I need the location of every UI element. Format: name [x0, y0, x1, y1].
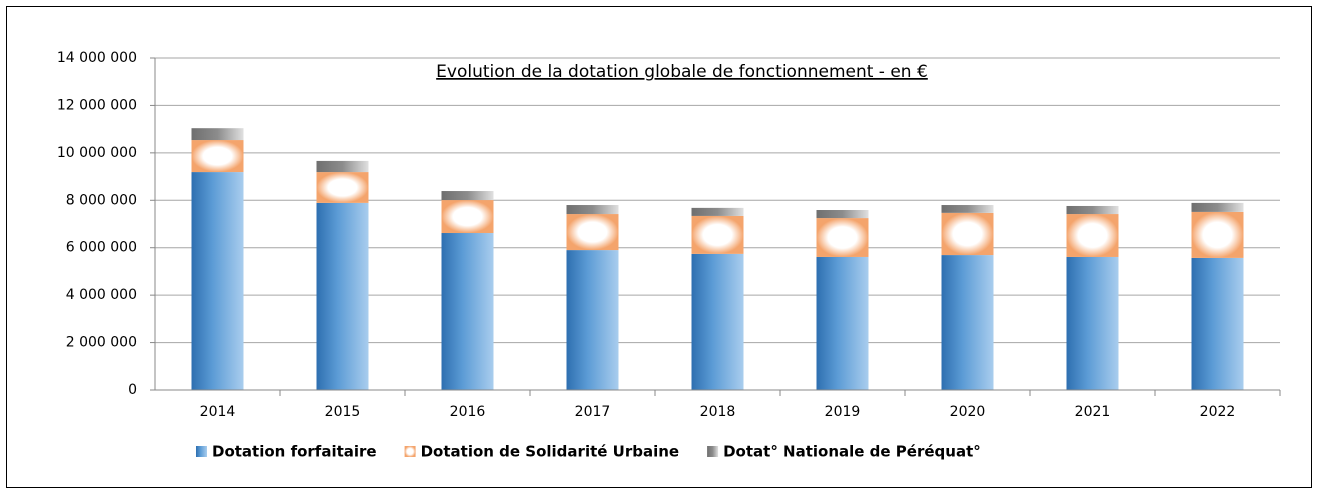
bar-segment — [941, 212, 994, 256]
legend-label: Dotation de Solidarité Urbaine — [421, 443, 680, 461]
x-tick-label: 2018 — [700, 404, 736, 420]
x-tick-label: 2019 — [825, 404, 861, 420]
y-tick-label: 8 000 000 — [66, 192, 137, 208]
bar-segment — [316, 160, 369, 173]
bar-segment — [691, 207, 744, 216]
bar-segment — [1191, 211, 1244, 258]
legend-label: Dotat° Nationale de Péréquat° — [723, 443, 981, 461]
bar-segment — [316, 202, 369, 390]
bar-segment — [316, 172, 369, 203]
bar-segment — [1191, 257, 1244, 390]
bar-segment — [191, 140, 244, 173]
bar-segment — [1191, 202, 1244, 212]
legend-swatch — [196, 446, 207, 457]
bar-segment — [691, 253, 744, 390]
y-tick-label: 6 000 000 — [66, 240, 137, 256]
y-tick-label: 14 000 000 — [57, 50, 137, 66]
bar-segment — [691, 215, 744, 254]
title-background — [430, 60, 934, 84]
legend-swatch — [707, 446, 719, 457]
bar-segment — [441, 200, 494, 234]
chart-title: Evolution de la dotation globale de fonc… — [436, 62, 928, 82]
bar-segment — [441, 191, 494, 201]
y-tick-label: 4 000 000 — [66, 287, 137, 303]
bar-segment — [941, 255, 994, 390]
legend-label: Dotation forfaitaire — [212, 443, 377, 461]
bar-segment — [566, 250, 619, 390]
bar-segment — [816, 256, 869, 390]
x-tick-label: 2014 — [200, 404, 236, 420]
x-tick-label: 2020 — [950, 404, 986, 420]
x-tick-label: 2017 — [575, 404, 611, 420]
x-tick-label: 2022 — [1200, 404, 1236, 420]
bar-segment — [191, 128, 244, 141]
x-tick-label: 2021 — [1075, 404, 1111, 420]
x-tick-label: 2015 — [325, 404, 361, 420]
bar-segment — [566, 205, 619, 215]
x-tick-label: 2016 — [450, 404, 486, 420]
bar-segment — [816, 210, 869, 219]
bar-segment — [566, 214, 619, 251]
bar-segment — [1066, 214, 1119, 257]
legend-swatch — [404, 446, 416, 457]
y-tick-label: 10 000 000 — [57, 145, 137, 161]
bar-segment — [191, 172, 244, 390]
bar-segment — [441, 233, 494, 390]
y-tick-label: 2 000 000 — [66, 335, 137, 351]
bar-segment — [1066, 205, 1119, 215]
y-tick-label: 12 000 000 — [57, 97, 137, 113]
bar-segment — [1066, 256, 1119, 390]
bar-segment — [941, 205, 994, 213]
bar-segment — [816, 218, 869, 257]
y-tick-label: 0 — [128, 382, 137, 398]
